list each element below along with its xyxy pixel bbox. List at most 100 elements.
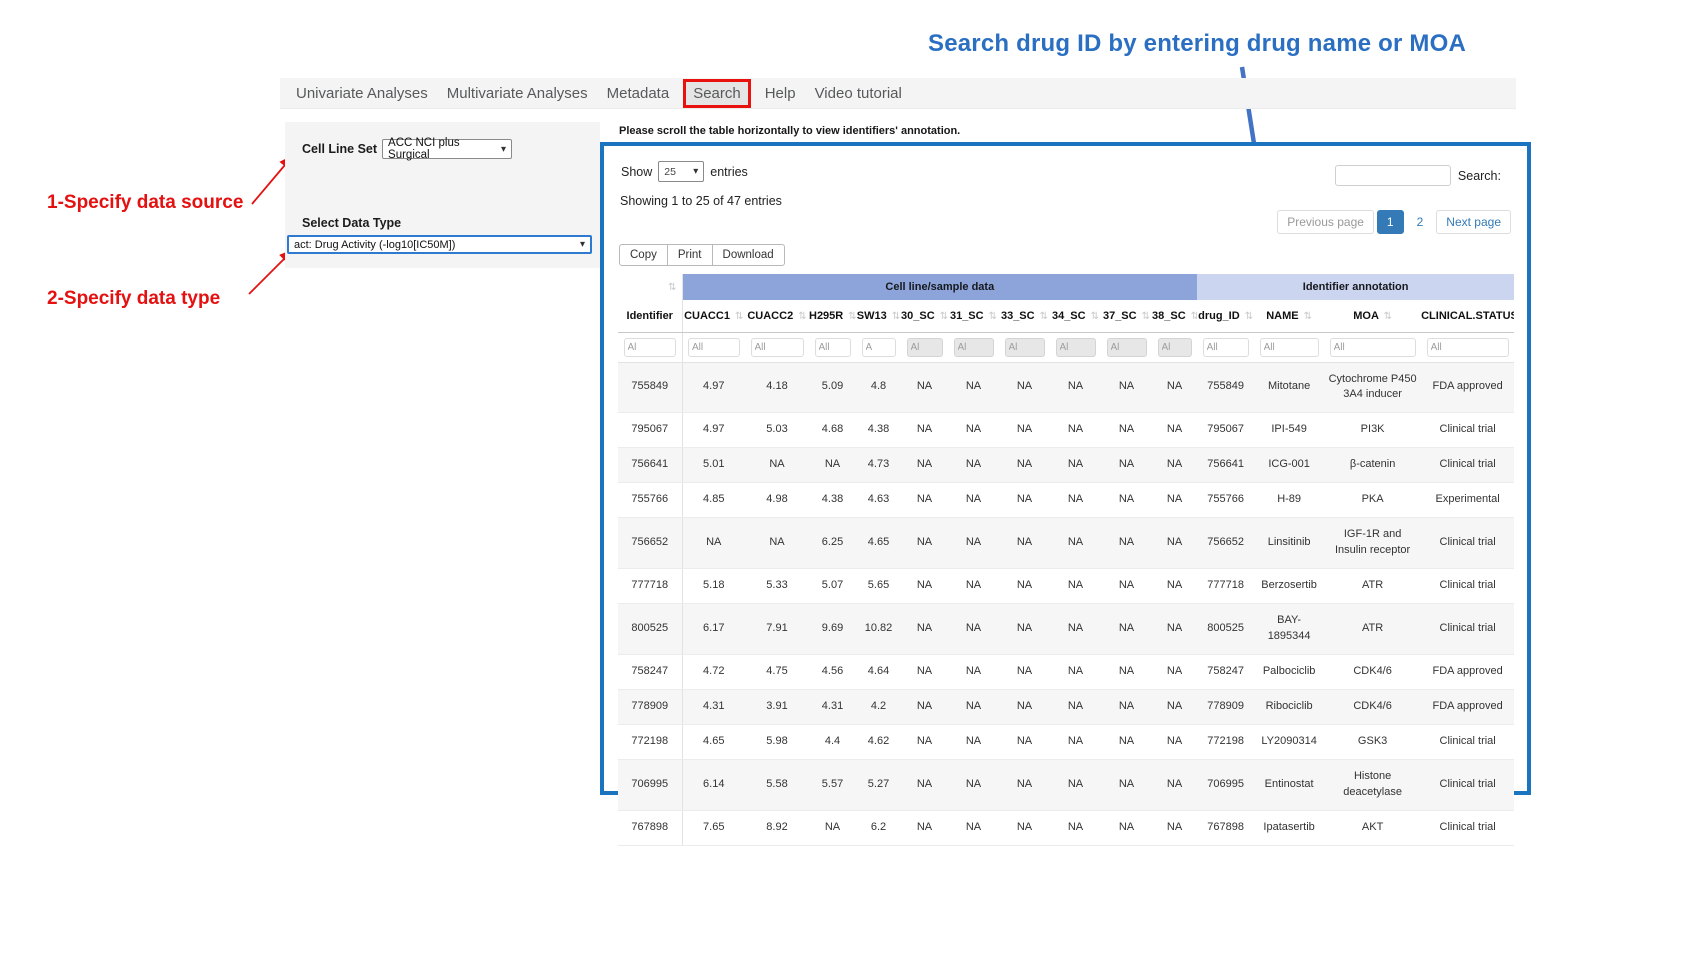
column-header-moa[interactable]: MOA ⇅ xyxy=(1324,300,1422,333)
table-cell: 4.8 xyxy=(856,362,901,414)
identifier-cell: 755849 xyxy=(618,362,683,414)
identifier-cell: 772198 xyxy=(618,724,683,760)
column-header-30-sc[interactable]: 30_SC ⇅ xyxy=(901,300,948,333)
column-filter-name[interactable] xyxy=(1259,337,1319,357)
table-cell: 4.65 xyxy=(856,517,901,570)
column-filter-sw13[interactable] xyxy=(861,337,896,357)
table-cell: NA xyxy=(948,517,999,570)
table-cell: NA xyxy=(948,689,999,725)
table-cell: 4.75 xyxy=(745,654,809,690)
column-filter-drug-id[interactable] xyxy=(1202,337,1249,357)
nav-item-video-tutorial[interactable]: Video tutorial xyxy=(814,84,902,102)
table-cell: FDA approved xyxy=(1421,689,1515,725)
data-type-select[interactable]: act: Drug Activity (-log10[IC50M]) ▾ xyxy=(287,235,592,254)
copy-button[interactable]: Copy xyxy=(619,244,668,266)
filter-cell xyxy=(948,332,999,363)
table-cell: Clinical trial xyxy=(1421,724,1515,760)
column-filter-cuacc1[interactable] xyxy=(688,337,740,357)
column-header-name[interactable]: NAME ⇅ xyxy=(1254,300,1325,333)
export-toolbar: Copy Print Download xyxy=(619,244,785,266)
table-cell: 5.18 xyxy=(682,568,745,604)
table-cell: 4.98 xyxy=(745,482,809,519)
table-cell: NA xyxy=(1050,654,1101,690)
column-filter-moa[interactable] xyxy=(1329,337,1416,357)
table-cell: NA xyxy=(999,447,1050,484)
table-cell: NA xyxy=(901,412,948,449)
column-filter-cuacc2[interactable] xyxy=(750,337,804,357)
nav-item-search[interactable]: Search xyxy=(683,78,751,108)
column-header-identifier[interactable]: Identifier xyxy=(618,300,683,333)
filter-cell xyxy=(901,332,948,363)
previous-page-button[interactable]: Previous page xyxy=(1277,210,1374,234)
table-cell: 4.4 xyxy=(809,724,856,760)
cell-line-set-select[interactable]: ACC NCI plus Surgical ▾ xyxy=(382,137,513,161)
table-cell: NA xyxy=(1050,517,1101,570)
table-cell: 4.62 xyxy=(856,724,901,760)
table-cell: NA xyxy=(1101,482,1152,519)
table-cell: 5.58 xyxy=(745,759,809,811)
table-cell: NA xyxy=(1152,517,1198,570)
identifier-cell: 758247 xyxy=(618,654,683,690)
table-cell: NA xyxy=(1152,482,1198,519)
nav-item-multivariate-analyses[interactable]: Multivariate Analyses xyxy=(446,84,588,102)
table-cell: 758247 xyxy=(1197,654,1255,690)
table-cell: NA xyxy=(1152,689,1198,725)
identifier-sort-header[interactable]: ⇅ xyxy=(618,274,683,300)
table-search-input[interactable] xyxy=(1334,165,1451,186)
column-filter-38-sc xyxy=(1157,337,1192,357)
next-page-button[interactable]: Next page xyxy=(1436,210,1511,234)
column-filter-identifier[interactable] xyxy=(623,337,676,357)
column-header-34-sc[interactable]: 34_SC ⇅ xyxy=(1050,300,1101,333)
filter-cell xyxy=(745,332,809,363)
table-cell: 3.91 xyxy=(745,689,809,725)
column-header-31-sc[interactable]: 31_SC ⇅ xyxy=(948,300,999,333)
identifier-cell: 777718 xyxy=(618,568,683,604)
column-header-33-sc[interactable]: 33_SC ⇅ xyxy=(999,300,1050,333)
table-cell: LY2090314 xyxy=(1254,724,1325,760)
table-cell: NA xyxy=(1101,362,1152,414)
nav-item-help[interactable]: Help xyxy=(764,84,796,102)
column-header-sw13[interactable]: SW13 ⇅ xyxy=(856,300,901,333)
nav-item-metadata[interactable]: Metadata xyxy=(606,84,670,102)
table-cell: NA xyxy=(1050,482,1101,519)
column-filter-clinical-status[interactable] xyxy=(1426,337,1509,357)
group-header-cell-line-sample-data: Cell line/sample data xyxy=(682,274,1198,300)
column-header-37-sc[interactable]: 37_SC ⇅ xyxy=(1101,300,1152,333)
column-header-h295r[interactable]: H295R ⇅ xyxy=(809,300,856,333)
print-button[interactable]: Print xyxy=(666,244,713,266)
table-cell: 4.38 xyxy=(809,482,856,519)
table-cell: 4.2 xyxy=(856,689,901,725)
column-header-cuacc1[interactable]: CUACC1 ⇅ xyxy=(682,300,745,333)
step2-annotation: 2-Specify data type xyxy=(47,288,221,309)
table-cell: NA xyxy=(1050,689,1101,725)
column-header-cuacc2[interactable]: CUACC2 ⇅ xyxy=(745,300,809,333)
page-length-select[interactable]: 25 ▾ xyxy=(658,161,705,182)
column-header-clinical-status[interactable]: CLINICAL.STATUS ⇅ xyxy=(1421,300,1515,333)
table-cell: NA xyxy=(1152,759,1198,811)
table-cell: FDA approved xyxy=(1421,362,1515,414)
identifier-cell: 755766 xyxy=(618,482,683,519)
table-row: 772198 4.65 5.98 4.4 4.62 NA NA NA NA NA NA 772198 L… xyxy=(618,724,1515,760)
table-cell: NA xyxy=(948,362,999,414)
table-cell: NA xyxy=(999,724,1050,760)
data-table: ⇅ Cell line/sample data Identifier annotat… xyxy=(618,274,1515,846)
table-cell: Cytochrome P450 3A4 inducer xyxy=(1324,362,1422,414)
table-cell: Entinostat xyxy=(1254,759,1325,811)
column-filter-h295r[interactable] xyxy=(814,337,851,357)
sort-icon: ⇅ xyxy=(1039,310,1049,322)
page-2-button[interactable]: 2 xyxy=(1406,210,1434,234)
table-cell: Mitotane xyxy=(1254,362,1325,414)
table-row: 756641 5.01 NA NA 4.73 NA NA NA NA NA NA 756641 ICG-… xyxy=(618,447,1515,484)
table-cell: 7.91 xyxy=(745,603,809,655)
table-cell: 5.33 xyxy=(745,568,809,604)
table-cell: NA xyxy=(999,362,1050,414)
page-1-button[interactable]: 1 xyxy=(1376,210,1404,234)
column-header-drug-id[interactable]: drug_ID ⇅ xyxy=(1197,300,1255,333)
column-header-38-sc[interactable]: 38_SC ⇅ xyxy=(1152,300,1198,333)
table-cell: PI3K xyxy=(1324,412,1422,449)
table-cell: NA xyxy=(1101,517,1152,570)
sort-icon: ⇅ xyxy=(988,310,998,322)
nav-item-univariate-analyses[interactable]: Univariate Analyses xyxy=(296,84,428,102)
download-button[interactable]: Download xyxy=(711,244,785,266)
table-cell: Clinical trial xyxy=(1421,517,1515,570)
